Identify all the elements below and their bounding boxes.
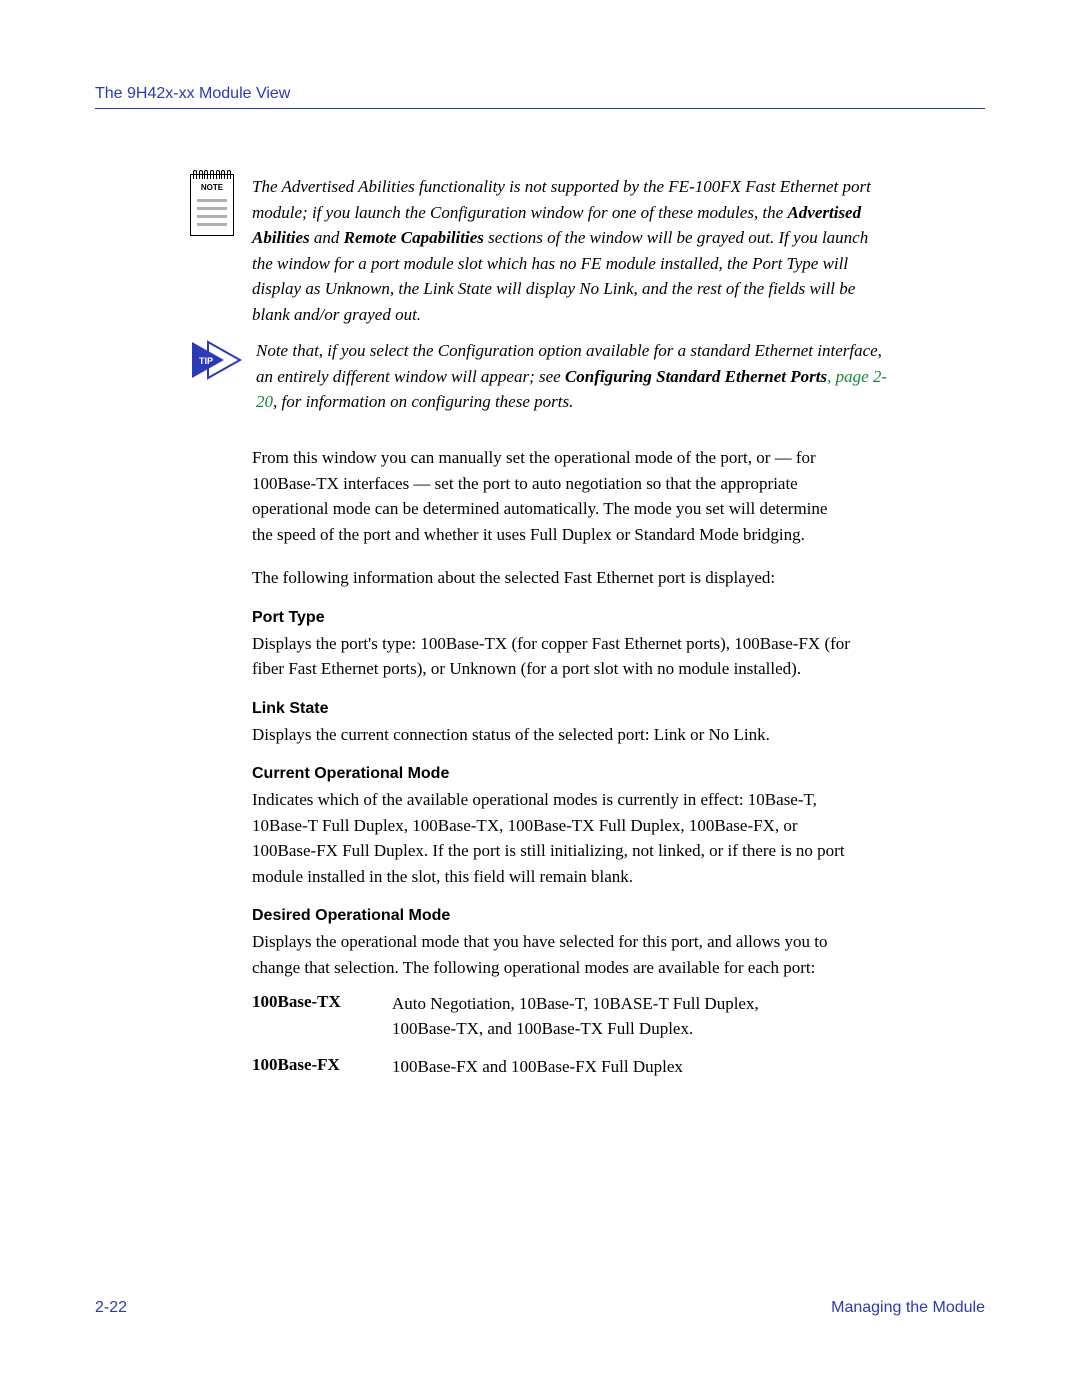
note-text-part: The Advertised Abilities functionality i… xyxy=(252,177,871,222)
page-header-title: The 9H42x-xx Module View xyxy=(95,85,290,103)
body-paragraph: Displays the port's type: 100Base-TX (fo… xyxy=(252,631,852,682)
body-paragraph: Indicates which of the available operati… xyxy=(252,787,852,889)
table-row: 100Base-FX 100Base-FX and 100Base-FX Ful… xyxy=(252,1055,852,1080)
footer-page-number: 2-22 xyxy=(95,1299,127,1317)
tip-text: Note that, if you select the Configurati… xyxy=(256,338,896,415)
operational-modes-table: 100Base-TX Auto Negotiation, 10Base-T, 1… xyxy=(252,992,852,1080)
footer-chapter-title: Managing the Module xyxy=(831,1299,985,1317)
body-paragraph: Displays the current connection status o… xyxy=(252,722,852,748)
body-paragraph: From this window you can manually set th… xyxy=(252,445,852,547)
mode-desc-tx: Auto Negotiation, 10Base-T, 10BASE-T Ful… xyxy=(392,992,822,1041)
body-paragraph: Displays the operational mode that you h… xyxy=(252,929,852,980)
body-paragraph: The following information about the sele… xyxy=(252,565,852,591)
tip-arrow-icon: TIP xyxy=(190,338,242,378)
subheading-current-mode: Current Operational Mode xyxy=(252,765,852,783)
note-callout: NOTE The Advertised Abilities functional… xyxy=(190,174,892,327)
header-rule xyxy=(95,108,985,109)
tip-bold: Configuring Standard Ethernet Ports xyxy=(565,367,827,386)
mode-label-fx: 100Base-FX xyxy=(252,1055,392,1080)
mode-desc-fx: 100Base-FX and 100Base-FX Full Duplex xyxy=(392,1055,822,1080)
tip-callout: TIP Note that, if you select the Configu… xyxy=(190,338,896,415)
note-bold: Remote Capabilities xyxy=(344,228,484,247)
note-text: The Advertised Abilities functionality i… xyxy=(252,174,892,327)
note-icon-label: NOTE xyxy=(191,183,233,192)
subheading-link-state: Link State xyxy=(252,700,852,718)
document-page: The 9H42x-xx Module View NOTE The Advert… xyxy=(0,0,1080,1397)
subheading-desired-mode: Desired Operational Mode xyxy=(252,907,852,925)
mode-label-tx: 100Base-TX xyxy=(252,992,392,1041)
subheading-port-type: Port Type xyxy=(252,609,852,627)
tip-icon-label: TIP xyxy=(199,356,213,366)
table-row: 100Base-TX Auto Negotiation, 10Base-T, 1… xyxy=(252,992,852,1041)
tip-text-part: , for information on configuring these p… xyxy=(273,392,573,411)
body-content: From this window you can manually set th… xyxy=(252,445,852,1094)
note-text-part: and xyxy=(310,228,344,247)
notepad-icon: NOTE xyxy=(190,174,234,236)
